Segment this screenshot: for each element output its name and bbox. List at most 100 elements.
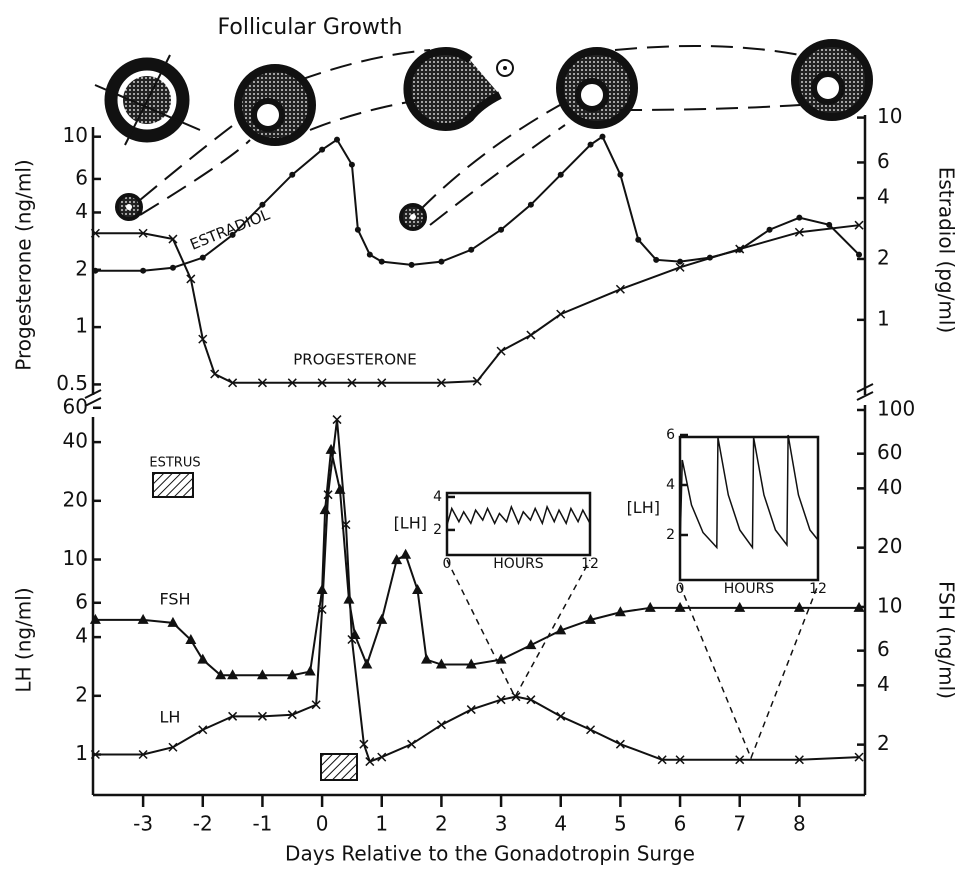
point	[361, 658, 373, 669]
point	[653, 256, 660, 263]
surge-box	[320, 753, 358, 781]
point	[359, 739, 369, 749]
point	[334, 136, 341, 143]
y2-tick-label: 2	[877, 245, 890, 269]
y-axis-label: [LH]	[627, 498, 660, 517]
x-tick-label: 0	[316, 812, 329, 836]
point	[615, 284, 625, 294]
point	[675, 262, 685, 272]
point	[794, 227, 804, 237]
point	[735, 755, 745, 765]
y-axis-label: LH (ng/ml)	[12, 587, 36, 692]
y2-tick-label: 10	[877, 104, 902, 128]
y-tick-label: 4	[75, 624, 88, 648]
point	[496, 346, 506, 356]
x-tick-label: -2	[193, 812, 213, 836]
point	[854, 752, 864, 762]
point	[168, 234, 178, 244]
y-tick-label: 6	[666, 427, 675, 443]
y2-tick-label: 4	[877, 672, 890, 696]
y2-tick-label: 100	[877, 396, 915, 420]
series-line	[95, 135, 860, 272]
point	[90, 228, 100, 238]
point	[90, 749, 100, 760]
y2-tick-label: 20	[877, 534, 902, 558]
point	[198, 725, 208, 735]
point	[391, 554, 403, 565]
point	[257, 378, 267, 388]
point	[556, 711, 566, 721]
point	[435, 658, 447, 669]
point	[377, 378, 387, 388]
inset-connector	[446, 559, 819, 761]
point	[287, 378, 297, 388]
point	[198, 334, 208, 344]
x-tick-label: 1	[375, 812, 388, 836]
y-tick-label: 4	[75, 199, 88, 223]
point	[138, 749, 148, 760]
point	[555, 624, 567, 635]
point	[366, 251, 373, 258]
y-tick-label: 4	[433, 489, 442, 505]
point	[635, 236, 642, 243]
series-label: LH	[160, 708, 181, 727]
y2-tick-label: 4	[877, 185, 890, 209]
point	[227, 669, 239, 680]
point	[407, 739, 417, 749]
point	[468, 246, 475, 253]
point	[438, 258, 445, 265]
point	[199, 254, 206, 261]
point	[735, 244, 745, 254]
point	[617, 171, 624, 178]
point	[796, 214, 803, 221]
x-tick-label: 12	[581, 556, 599, 572]
x-tick-label: 3	[495, 812, 508, 836]
point	[287, 710, 297, 720]
point	[400, 548, 412, 559]
series-label: ESTRADIOL	[187, 205, 273, 254]
x-tick-label: 0	[443, 556, 452, 572]
point	[793, 601, 805, 612]
y2-tick-label: 2	[877, 731, 890, 755]
point	[197, 653, 209, 664]
point	[495, 653, 507, 664]
point	[644, 601, 656, 612]
y-tick-label: 10	[63, 123, 88, 147]
point	[526, 330, 536, 340]
y-tick-label: 40	[63, 429, 88, 453]
x-tick-label: 8	[793, 812, 806, 836]
point	[412, 583, 424, 594]
point	[215, 669, 227, 680]
y2-tick-label: 10	[877, 593, 902, 617]
point	[675, 755, 685, 765]
point	[286, 669, 298, 680]
point	[137, 613, 149, 624]
point	[347, 378, 357, 388]
point	[228, 378, 238, 388]
y2-tick-label: 6	[877, 149, 890, 173]
point	[289, 171, 296, 178]
point	[436, 720, 446, 730]
y-tick-label: 6	[75, 589, 88, 613]
point	[259, 201, 266, 208]
point	[794, 755, 804, 765]
point	[556, 309, 566, 319]
x-tick-label: 0	[676, 581, 685, 597]
point	[586, 725, 596, 735]
y2-tick-label: 6	[877, 637, 890, 661]
point	[311, 700, 321, 710]
point	[167, 616, 179, 627]
point	[587, 141, 594, 148]
inset-frame	[678, 435, 820, 582]
series-line	[95, 419, 860, 763]
x-tick-label: 12	[809, 581, 827, 597]
point	[677, 258, 684, 265]
point	[526, 695, 536, 705]
y2-axis-label: FSH (ng/ml)	[935, 581, 959, 699]
y-tick-label: 0.5	[56, 371, 88, 395]
follicles	[94, 39, 873, 231]
y2-tick-label: 1	[877, 306, 890, 330]
chart-title: Follicular Growth	[218, 15, 403, 40]
point	[140, 267, 147, 274]
